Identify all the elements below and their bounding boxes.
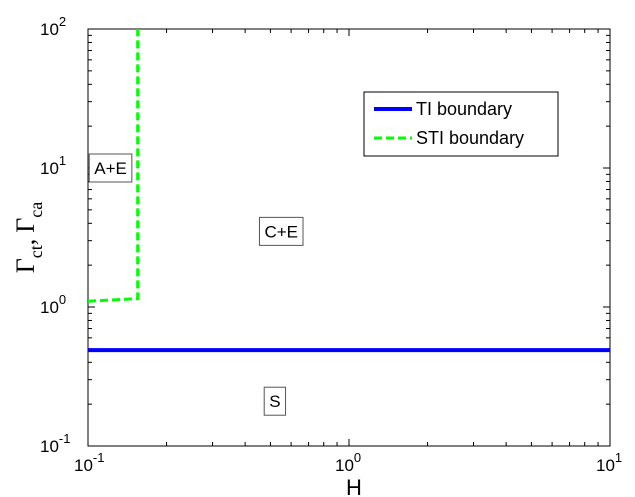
y-label-gamma-1: Γ	[11, 258, 40, 273]
axes: 10-1 100 101 10-1 100 101 102	[40, 14, 622, 475]
region-label-1: A+E	[88, 153, 133, 183]
y-label-comma: ,	[11, 239, 40, 246]
legend: TI boundary STI boundary	[363, 91, 559, 157]
y-axis-label: Γct, Γca	[11, 202, 46, 274]
y-tick-label: 101	[40, 153, 66, 178]
y-tick-label: 100	[40, 292, 66, 317]
y-label-sub-1: ct	[26, 245, 46, 258]
x-tick-label: 10-1	[74, 450, 104, 475]
x-tick-label: 100	[335, 450, 361, 475]
y-tick-label: 102	[40, 14, 66, 39]
legend-box	[363, 91, 559, 157]
region-label-2: C+E	[258, 216, 304, 246]
region-label-box	[88, 153, 133, 183]
region-label-text: S	[269, 392, 280, 411]
region-label-box	[263, 386, 287, 416]
region-label-3: S	[263, 386, 287, 416]
series-layer	[87, 29, 610, 353]
x-axis-label: H	[346, 475, 362, 497]
region-label-text: C+E	[264, 222, 298, 241]
y-tick-label: 10-1	[40, 431, 70, 456]
legend-label-2: STI boundary	[416, 128, 524, 148]
y-label-sub-2: ca	[26, 202, 46, 218]
x-tick-label: 101	[596, 450, 622, 475]
region-label-text: A+E	[94, 159, 127, 178]
y-label-gamma-2: Γ	[11, 218, 40, 233]
region-labels: A+E C+E S	[88, 153, 304, 416]
legend-label-1: TI boundary	[416, 99, 512, 119]
region-label-box	[258, 216, 304, 246]
series-line-2	[87, 29, 140, 303]
